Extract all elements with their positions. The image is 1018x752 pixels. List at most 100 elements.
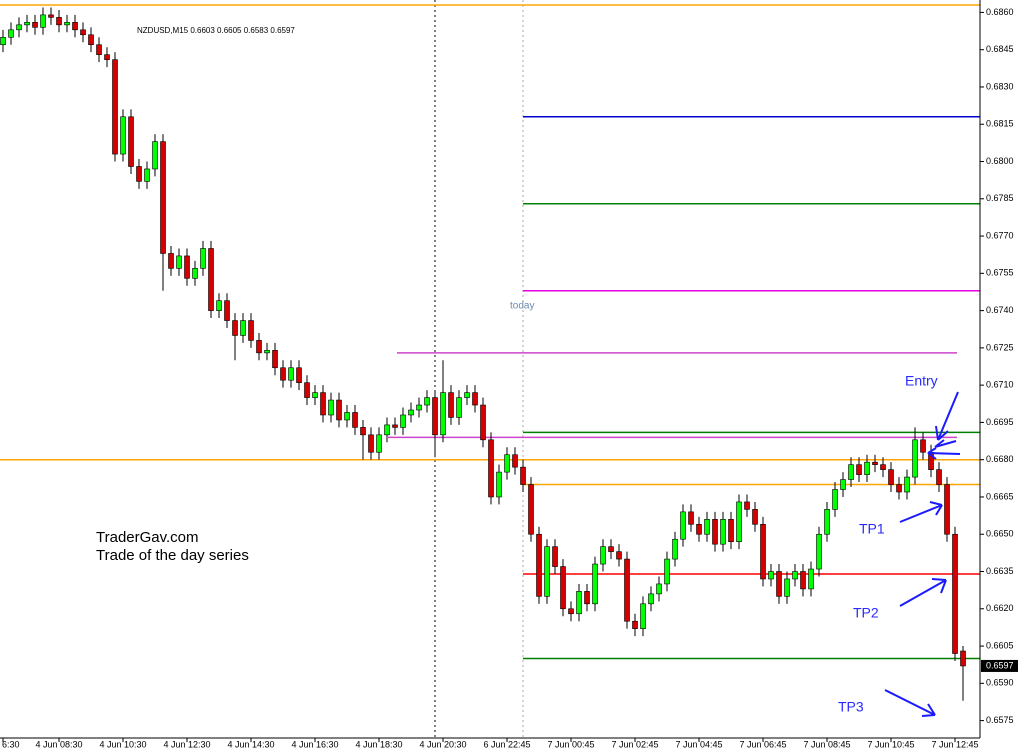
candle-body [536,533,542,597]
candle-body [176,255,182,269]
candle-body [864,461,870,475]
candle-body [40,14,46,28]
candle-body [472,392,478,406]
candle-body [952,533,958,654]
candle-body [672,538,678,560]
tp3-arrow [884,689,936,717]
candles-layer [0,7,966,701]
candle-body [32,22,38,28]
x-tick-label: 7 Jun 02:45 [611,739,658,749]
candle-body [272,350,278,369]
x-tick-label: 7 Jun 10:45 [867,739,914,749]
candle-body [464,392,470,398]
candle-body [280,367,286,381]
candle-body [128,116,134,167]
candle-body [856,464,862,475]
candle-body [752,509,758,525]
today-label: today [510,301,534,312]
candle-body [352,412,358,428]
candle-body [816,533,822,570]
candle-body [712,519,718,545]
candle-body [248,320,254,341]
candle-body [104,54,110,60]
candle-body [680,511,686,540]
candle-body [704,519,710,535]
y-tick-label: 0.6650 [986,529,1014,539]
candle-body [408,409,414,416]
tp2-arrow [899,578,947,607]
candle-body [568,608,574,615]
y-tick-label: 0.6725 [986,342,1014,352]
candle-body [192,268,198,279]
candle-body [848,464,854,480]
y-tick-label: 0.6845 [986,44,1014,54]
candle-body [784,578,790,597]
candle-body [424,397,430,406]
x-tick-label: 6 Jun 22:45 [483,739,530,749]
y-tick-label: 0.6740 [986,305,1014,315]
x-tick-label: 7 Jun 08:45 [803,739,850,749]
candle-body [56,17,62,26]
candle-body [488,439,494,498]
candle-body [832,489,838,510]
candle-body [80,29,86,36]
y-tick-label: 0.6800 [986,156,1014,166]
candle-body [400,414,406,428]
candle-body [608,546,614,552]
tp1-label: TP1 [859,521,885,537]
candle-body [480,404,486,441]
candle-body [552,546,558,567]
x-tick-label: 4 Jun 12:30 [163,739,210,749]
candle-body [584,591,590,605]
candle-body [120,116,126,155]
y-tick-label: 0.6665 [986,491,1014,501]
candle-body [560,566,566,610]
candle-body [872,461,878,465]
candle-body [896,484,902,493]
x-tick-label: 4 Jun 08:30 [35,739,82,749]
candle-body [904,476,910,493]
candle-body [576,591,582,615]
candle-body [216,300,222,311]
candle-body [768,571,774,580]
candle-body [760,524,766,580]
candle-body [504,454,510,473]
x-tick-label: 4 Jun 18:30 [355,739,402,749]
x-tick-label: 4 Jun 10:30 [99,739,146,749]
candle-body [336,399,342,421]
candle-body [800,571,806,590]
candle-body [152,141,158,170]
candle-body [112,59,118,155]
candle-body [960,650,966,667]
entry-label: Entry [905,373,938,389]
tp2-label: TP2 [853,605,879,621]
entry-arrow-3 [927,447,961,460]
candle-body [144,168,150,182]
candle-body [544,546,550,597]
y-tick-label: 0.6785 [986,193,1014,203]
candle-body [912,439,918,478]
candle-body [200,248,206,269]
candle-body [288,367,294,381]
levels-layer [0,4,980,660]
candle-body [208,248,214,311]
current-price-label: 0.6597 [986,660,1014,670]
candle-body [728,519,734,542]
current-price-layer: 0.6597 [981,659,1018,672]
candle-body [8,29,14,38]
candle-body [384,424,390,436]
y-tick-label: 0.6605 [986,640,1014,650]
candle-body [744,501,750,510]
candle-body [360,427,366,436]
y-tick-label: 0.6590 [986,678,1014,688]
candle-body [96,44,102,55]
y-tick-label: 0.6770 [986,230,1014,240]
candle-body [920,439,926,453]
candle-body [432,397,438,436]
candle-body [792,571,798,580]
axes-layer: 0.6860 0.6845 0.6830 0.6815 0.6800 0.6785 0.67… [2,7,1014,750]
candle-body [16,24,22,31]
candle-body [224,300,230,321]
candle-body [520,466,526,485]
